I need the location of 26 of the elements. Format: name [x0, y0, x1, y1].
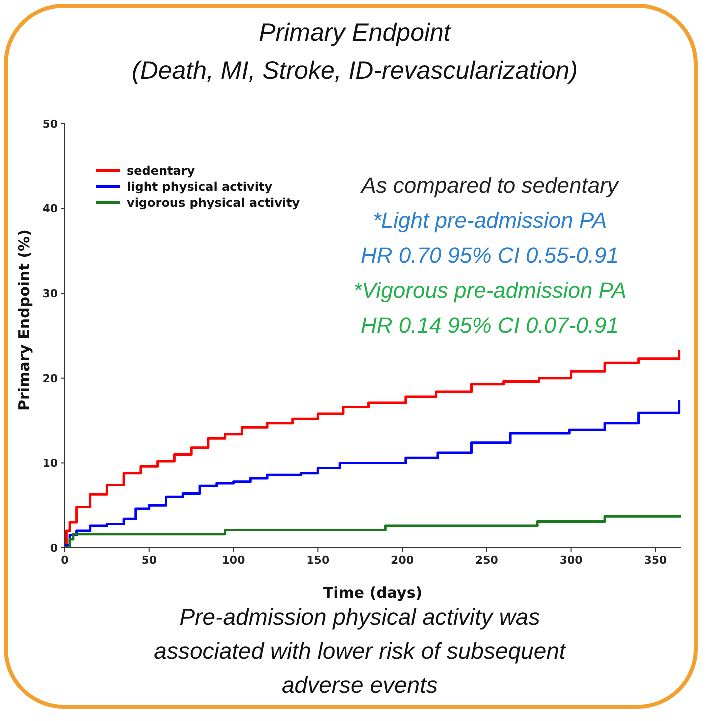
y-axis-title: Primary Endpoint (%)	[15, 230, 34, 411]
y-tick-label: 40	[42, 202, 58, 216]
x-axis-title: Time (days)	[323, 584, 423, 602]
annotation: *Light pre-admission PA	[372, 207, 608, 235]
chart-title: Primary Endpoint (Death, MI, Stroke, ID-revascularization)	[131, 18, 579, 87]
legend-label: light physical activity	[127, 179, 273, 195]
legend-label: sedentary	[127, 163, 196, 179]
x-tick-label: 300	[560, 554, 584, 567]
annotation: *Vigorous pre-admission PA	[352, 277, 628, 305]
x-tick-label: 0	[61, 554, 70, 567]
x-tick-label: 100	[222, 554, 246, 567]
legend-label: vigorous physical activity	[127, 195, 300, 211]
text: Pre-admission physical activity was associated with lower risk of subsequent adverse events	[154, 604, 566, 698]
annotation: As compared to sedentary	[360, 172, 620, 200]
annotation: HR 0.70 95% CI 0.55-0.91	[360, 242, 620, 270]
y-tick-label: 10	[42, 457, 58, 470]
y-tick-label: 0	[50, 542, 58, 555]
x-tick-label: 350	[644, 554, 668, 567]
y-tick-label: 30	[42, 288, 58, 301]
x-tick-label: 150	[306, 554, 330, 567]
annotation: HR 0.14 95% CI 0.07-0.91	[360, 312, 620, 340]
x-tick-label: 250	[475, 554, 499, 567]
x-tick-label: 50	[142, 554, 158, 567]
x-tick-label: 200	[391, 554, 414, 567]
y-tick-label: 20	[42, 372, 58, 386]
y-tick-label: 50	[42, 118, 58, 131]
